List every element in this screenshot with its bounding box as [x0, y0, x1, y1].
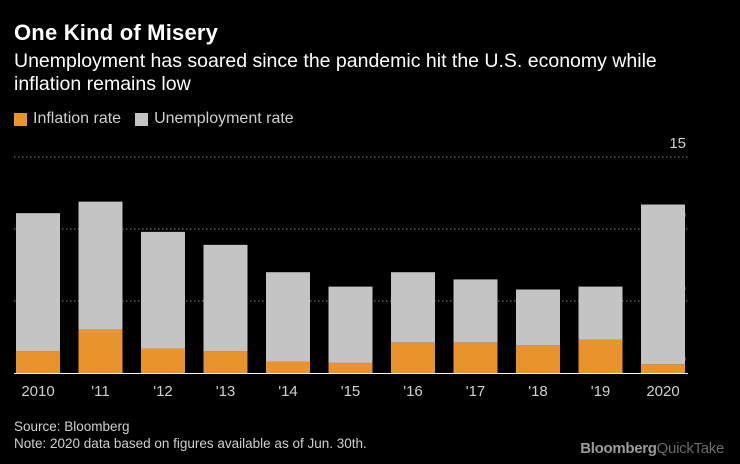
legend-swatch-unemployment	[135, 112, 149, 126]
bar-inflation-4	[266, 361, 310, 373]
brand-logo-part1: Bloomberg	[580, 440, 657, 457]
legend-label-inflation: Inflation rate	[33, 110, 122, 127]
bar-unemployment-5	[328, 286, 373, 363]
bar-unemployment-7	[453, 279, 498, 343]
legend-label-unemployment: Unemployment rate	[154, 110, 294, 127]
chart-subtitle: Unemployment has soared since the pandem…	[14, 50, 657, 95]
bar-inflation-8	[516, 345, 560, 373]
bar-chart: 0510152010'11'12'13'14'15'16'17'18'19202…	[14, 135, 688, 400]
x-tick-label-6: '16	[403, 383, 423, 400]
bar-inflation-2	[141, 348, 185, 373]
bar-unemployment-1	[78, 201, 123, 330]
x-tick-label-4: '14	[278, 383, 298, 400]
bar-unemployment-4	[266, 272, 310, 362]
bar-unemployment-0	[16, 213, 60, 352]
bar-inflation-10	[641, 364, 685, 373]
bar-unemployment-8	[516, 289, 560, 346]
x-tick-label-8: '18	[528, 383, 548, 400]
bar-unemployment-2	[141, 231, 185, 349]
x-tick-label-0: 2010	[21, 383, 54, 400]
source-text: Source: Bloomberg	[14, 419, 130, 434]
bar-unemployment-10	[641, 204, 685, 365]
x-tick-label-7: '17	[466, 383, 486, 400]
bar-unemployment-9	[578, 286, 623, 340]
brand-logo: BloombergQuickTake	[580, 440, 724, 457]
bar-inflation-7	[453, 342, 498, 373]
bar-inflation-6	[391, 342, 435, 373]
chart-legend: Inflation rate Unemployment rate	[14, 110, 308, 128]
note-text: Note: 2020 data based on figures availab…	[14, 436, 367, 451]
x-tick-label-10: 2020	[646, 383, 679, 400]
legend-swatch-inflation	[14, 112, 27, 126]
x-tick-label-1: '11	[91, 383, 109, 400]
bar-inflation-9	[578, 339, 623, 373]
bar-inflation-5	[328, 362, 373, 373]
x-tick-label-5: '15	[341, 383, 361, 400]
x-tick-label-3: '13	[216, 383, 236, 400]
bar-inflation-1	[78, 329, 123, 373]
bar-unemployment-3	[203, 244, 248, 352]
x-tick-label-9: '19	[591, 383, 611, 400]
legend-item-unemployment: Unemployment rate	[135, 110, 294, 128]
x-tick-label-2: '12	[153, 383, 173, 400]
y-tick-label-15: 15	[669, 135, 686, 152]
bar-inflation-0	[16, 351, 60, 373]
chart-title: One Kind of Misery	[14, 20, 219, 45]
legend-item-inflation: Inflation rate	[14, 110, 121, 128]
brand-logo-part2: QuickTake	[656, 440, 725, 457]
bar-inflation-3	[203, 351, 248, 373]
bar-unemployment-6	[391, 272, 435, 343]
